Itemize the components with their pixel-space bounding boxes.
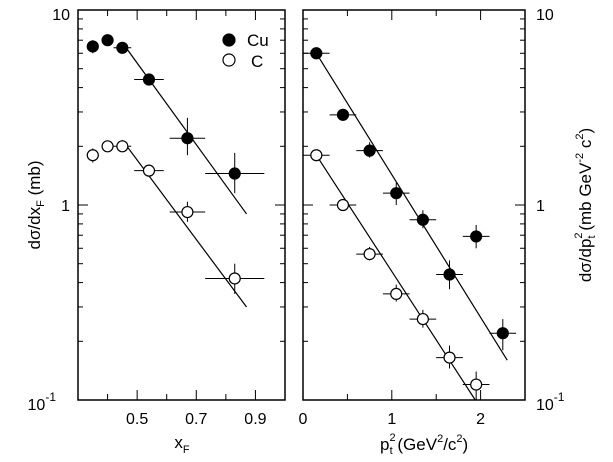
- data-point-cu: [416, 213, 429, 226]
- data-point-c: [443, 351, 456, 364]
- data-point-cu: [101, 34, 114, 47]
- data-point-c: [390, 287, 403, 301]
- legend-label-c: C: [251, 52, 263, 71]
- left-fit-lines: [121, 42, 248, 308]
- y-tick-label: 10-1: [536, 390, 565, 414]
- data-point-cu: [310, 47, 323, 60]
- data-point-c: [86, 149, 99, 162]
- left-tick-labels: 0.5 0.7 0.9 10 1 10-1: [28, 7, 267, 428]
- legend-label-cu: Cu: [247, 31, 269, 50]
- y-tick-label: 10: [52, 7, 70, 24]
- x-tick-label: 1: [387, 411, 396, 428]
- data-point-c: [363, 248, 376, 261]
- x-tick-label: 0.7: [185, 411, 207, 428]
- y-tick-label: 10: [536, 7, 554, 24]
- right-fit-lines: [315, 52, 508, 401]
- left-x-axis-label: xF: [174, 433, 190, 456]
- data-point-cu: [496, 327, 509, 340]
- data-point-c: [470, 378, 483, 391]
- y-tick-label: 1: [61, 198, 70, 215]
- data-point-c: [142, 164, 156, 177]
- legend-marker-c: [222, 53, 236, 67]
- data-point-cu: [363, 144, 376, 157]
- x-tick-label: 0.9: [244, 411, 266, 428]
- fit-line-cu: [315, 52, 508, 361]
- data-point-cu: [181, 132, 194, 145]
- data-point-c: [116, 140, 129, 153]
- data-point-cu: [86, 40, 99, 53]
- left-axis-ticks: [77, 10, 286, 401]
- legend: Cu C: [222, 31, 269, 71]
- data-point-c: [181, 205, 194, 219]
- fit-line-c: [121, 139, 248, 308]
- right-y-axis-label: dσ/dp2t (mb GeV-2 c2): [573, 128, 598, 282]
- right-data-points: [303, 47, 517, 400]
- data-point-cu: [443, 268, 456, 281]
- x-tick-label: 2: [476, 411, 485, 428]
- y-tick-label: 1: [536, 198, 545, 215]
- data-point-c: [336, 198, 350, 212]
- left-data-points: [86, 34, 265, 294]
- x-tick-label: 0.5: [126, 411, 148, 428]
- legend-marker-cu: [222, 33, 236, 47]
- data-point-c: [310, 149, 323, 162]
- data-point-cu: [228, 167, 241, 180]
- data-point-cu: [470, 230, 483, 243]
- data-point-cu: [336, 108, 350, 121]
- data-point-cu: [142, 73, 156, 86]
- data-point-c: [416, 312, 429, 326]
- data-point-c: [228, 272, 241, 285]
- left-y-axis-label: dσ/dxF (mb): [25, 160, 47, 249]
- data-point-cu: [390, 187, 403, 200]
- y-tick-label: 10-1: [28, 390, 57, 414]
- x-tick-label: 0: [299, 411, 308, 428]
- fit-line-cu: [121, 42, 248, 215]
- right-tick-labels: 0 1 2 10 1 10-1: [299, 7, 565, 428]
- right-x-axis-label: p2 t (GeV2/c2): [380, 432, 468, 457]
- data-point-c: [101, 140, 114, 153]
- data-point-cu: [116, 41, 129, 54]
